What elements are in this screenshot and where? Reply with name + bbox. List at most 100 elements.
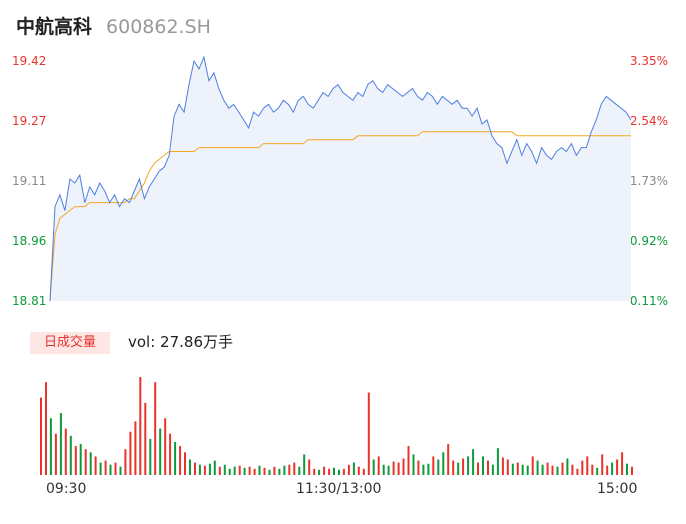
volume-bar: [501, 457, 504, 475]
volume-bar: [114, 462, 117, 475]
volume-bar: [124, 449, 127, 475]
volume-bar: [169, 433, 172, 475]
price-tick-4: 18.81: [12, 294, 47, 308]
volume-bar: [462, 458, 465, 475]
volume-bar: [397, 462, 400, 475]
volume-bar: [253, 468, 256, 475]
volume-bar: [546, 462, 549, 475]
volume-bar: [99, 462, 102, 475]
volume-bar: [203, 465, 206, 475]
volume-bar: [496, 448, 499, 475]
volume-bar: [303, 454, 306, 475]
volume-bar: [491, 464, 494, 475]
volume-bar: [208, 463, 211, 475]
volume-bar: [427, 463, 430, 475]
volume-bar: [621, 452, 624, 475]
volume-bar: [59, 413, 62, 475]
volume-bar: [119, 466, 122, 475]
volume-bar: [318, 469, 321, 475]
pct-tick-0: 3.35%: [629, 54, 668, 68]
volume-bar: [377, 456, 380, 475]
volume-bar: [367, 392, 370, 475]
volume-bar: [382, 464, 385, 475]
pct-tick-4: 0.11%: [629, 294, 668, 308]
pct-tick-3: 0.92%: [629, 234, 668, 248]
volume-bar: [69, 435, 72, 475]
volume-bar: [159, 428, 162, 475]
volume-bar: [233, 466, 236, 475]
volume-bar: [551, 465, 554, 475]
volume-bar: [556, 466, 559, 475]
volume-tab[interactable]: 日成交量: [30, 332, 110, 354]
volume-bar: [467, 456, 470, 475]
volume-bar: [283, 465, 286, 475]
volume-bar: [109, 464, 112, 475]
volume-summary: vol: 27.86万手: [128, 333, 233, 351]
volume-bar: [541, 464, 544, 475]
volume-bar: [174, 442, 177, 475]
volume-bar: [442, 452, 445, 475]
volume-bar: [333, 467, 335, 475]
volume-bar: [631, 466, 633, 475]
volume-bar: [472, 449, 475, 475]
volume-bar: [328, 468, 331, 475]
volume-bar: [581, 460, 584, 475]
volume-bar: [198, 464, 201, 475]
volume-bar: [342, 468, 345, 475]
volume-bar: [64, 428, 67, 475]
volume-bar: [576, 468, 579, 475]
volume-bar: [422, 464, 425, 475]
volume-bar: [293, 462, 296, 475]
volume-bar: [129, 431, 132, 475]
price-tick-2: 19.11: [12, 174, 47, 188]
volume-bar: [144, 402, 147, 475]
x-tick-close: 15:00: [597, 481, 638, 497]
volume-bar: [402, 458, 405, 475]
volume-bar: [164, 418, 167, 475]
volume-bar: [566, 458, 569, 475]
volume-bar: [194, 462, 196, 475]
volume-bar: [372, 459, 375, 475]
volume-bar: [531, 456, 534, 475]
volume-bar: [506, 459, 509, 475]
volume-bar: [49, 418, 52, 475]
volume-bar: [606, 465, 609, 475]
x-tick-open: 09:30: [46, 481, 87, 497]
stock-name: 中航高科: [16, 16, 93, 38]
volume-bar: [596, 467, 599, 475]
volume-bar: [263, 467, 266, 475]
volume-bar: [104, 460, 107, 475]
volume-bar: [347, 464, 350, 475]
stock-title: 中航高科 600862.SH: [16, 12, 211, 39]
volume-bar: [268, 469, 271, 475]
volume-bar: [352, 462, 355, 475]
avg-price-line: [49, 131, 631, 302]
volume-bar: [516, 462, 519, 475]
volume-bar: [338, 469, 340, 475]
volume-bar: [79, 444, 82, 475]
volume-bar: [482, 456, 484, 475]
volume-bar: [238, 465, 241, 475]
volume-bar: [179, 446, 182, 475]
volume-bar: [45, 382, 47, 475]
volume-bar: [616, 459, 619, 475]
volume-bar: [308, 459, 311, 475]
volume-bar: [74, 446, 77, 475]
volume-bar: [313, 468, 316, 475]
volume-bar: [273, 466, 276, 475]
pct-tick-2: 1.73%: [629, 174, 668, 188]
x-tick-noon: 11:30/13:00: [296, 481, 382, 497]
volume-bar: [228, 468, 231, 475]
volume-bar: [154, 382, 157, 475]
price-tick-0: 19.42: [12, 54, 47, 68]
volume-bar: [591, 464, 594, 475]
volume-bar: [432, 456, 435, 475]
volume-bar: [447, 444, 450, 475]
volume-bar: [407, 446, 410, 475]
stock-code: 600862.SH: [106, 16, 211, 38]
volume-bar: [248, 466, 251, 475]
volume-bar: [323, 466, 326, 475]
volume-bar: [487, 460, 489, 475]
volume-bar: [586, 456, 589, 475]
volume-bar: [189, 459, 191, 475]
